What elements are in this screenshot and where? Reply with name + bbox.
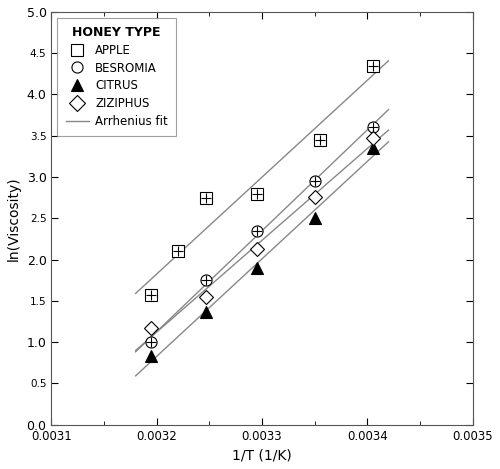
Y-axis label: ln(Viscosity): ln(Viscosity) [7,176,21,261]
X-axis label: 1/T (1/K): 1/T (1/K) [232,448,292,462]
Legend: APPLE, BESROMIA, CITRUS, ZIZIPHUS, Arrhenius fit: APPLE, BESROMIA, CITRUS, ZIZIPHUS, Arrhe… [58,18,176,136]
